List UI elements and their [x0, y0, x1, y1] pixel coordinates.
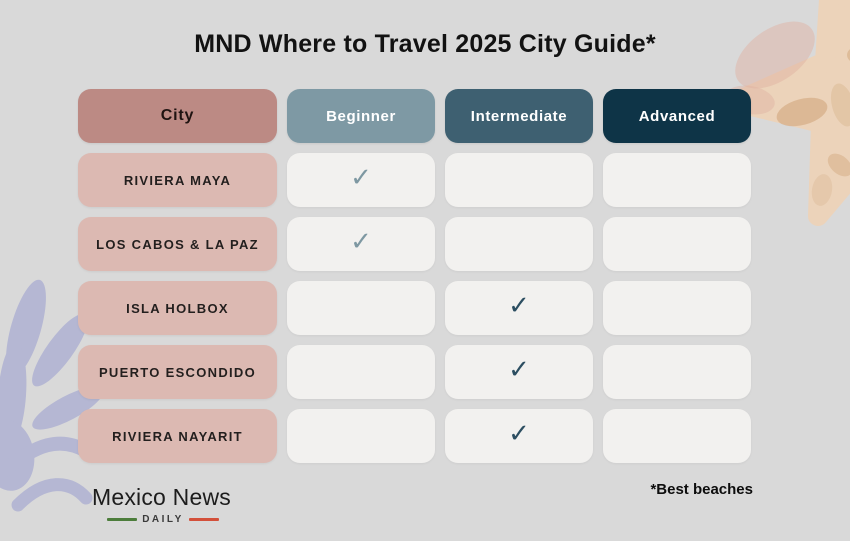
cell-riviera-nayarit-beginner: [287, 409, 435, 463]
logo-text-daily: DAILY: [142, 514, 184, 525]
travel-guide-table: City Beginner Intermediate Advanced RIVI…: [78, 89, 751, 463]
cell-puerto-escondido-beginner: [287, 345, 435, 399]
cell-puerto-escondido-intermediate: ✓: [445, 345, 593, 399]
cell-los-cabos-advanced: [603, 217, 751, 271]
cell-isla-holbox-intermediate: ✓: [445, 281, 593, 335]
mexico-news-daily-logo: Mexico News DAILY: [92, 484, 242, 525]
column-header-intermediate: Intermediate: [445, 89, 593, 143]
cell-los-cabos-intermediate: [445, 217, 593, 271]
row-label-isla-holbox: ISLA HOLBOX: [78, 281, 277, 335]
checkmark-icon: ✓: [350, 227, 372, 257]
cell-riviera-maya-advanced: [603, 153, 751, 207]
checkmark-icon: ✓: [508, 291, 530, 321]
cell-isla-holbox-beginner: [287, 281, 435, 335]
logo-red-dash: [188, 518, 219, 521]
logo-daily-row: DAILY: [92, 514, 234, 525]
row-label-riviera-maya: RIVIERA MAYA: [78, 153, 277, 207]
row-label-puerto-escondido: PUERTO ESCONDIDO: [78, 345, 277, 399]
checkmark-icon: ✓: [350, 163, 372, 193]
cell-puerto-escondido-advanced: [603, 345, 751, 399]
cell-riviera-maya-intermediate: [445, 153, 593, 207]
cell-riviera-nayarit-advanced: [603, 409, 751, 463]
column-header-beginner: Beginner: [287, 89, 435, 143]
row-label-los-cabos-la-paz: LOS CABOS & LA PAZ: [78, 217, 277, 271]
column-header-advanced: Advanced: [603, 89, 751, 143]
row-label-riviera-nayarit: RIVIERA NAYARIT: [78, 409, 277, 463]
cell-isla-holbox-advanced: [603, 281, 751, 335]
logo-green-dash: [107, 518, 138, 521]
page-title: MND Where to Travel 2025 City Guide*: [194, 30, 656, 58]
cell-riviera-nayarit-intermediate: ✓: [445, 409, 593, 463]
checkmark-icon: ✓: [508, 419, 530, 449]
cell-los-cabos-beginner: ✓: [287, 217, 435, 271]
cell-riviera-maya-beginner: ✓: [287, 153, 435, 207]
logo-text-mexico-news: Mexico News: [92, 484, 231, 510]
column-header-city: City: [78, 89, 277, 143]
footnote-best-beaches: *Best beaches: [650, 481, 753, 498]
checkmark-icon: ✓: [508, 355, 530, 385]
